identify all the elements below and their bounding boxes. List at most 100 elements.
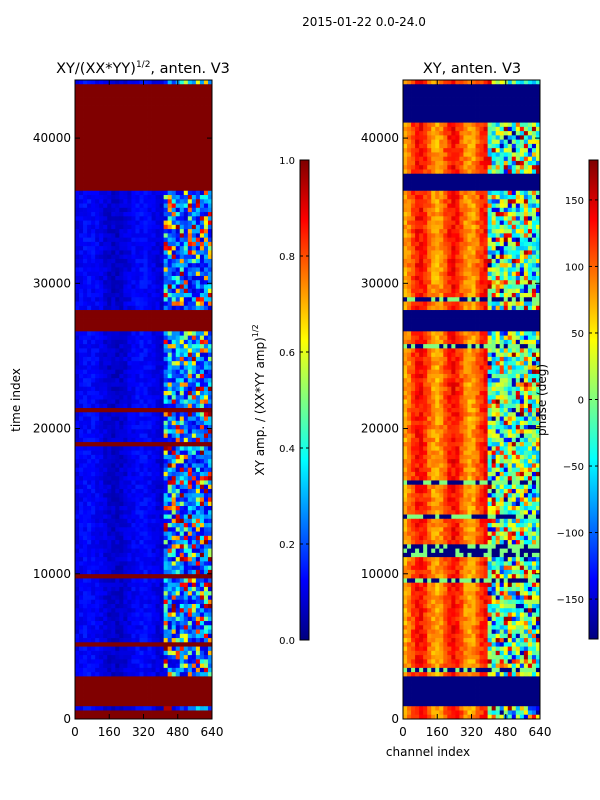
heatmap-cell: [163, 684, 169, 690]
heatmap-cell: [91, 574, 96, 579]
heatmap-cell: [207, 663, 213, 669]
heatmap-cell: [115, 169, 120, 175]
heatmap-cell: [115, 488, 120, 494]
heatmap-cell: [79, 177, 84, 183]
heatmap-cell: [175, 344, 181, 349]
heatmap-cell: [91, 437, 96, 443]
heatmap-cell: [195, 429, 201, 434]
heatmap-cell: [111, 109, 116, 115]
heatmap-cell: [207, 246, 213, 251]
heatmap-cell: [179, 224, 185, 230]
heatmap-cell: [127, 484, 132, 490]
heatmap-cell: [155, 190, 161, 196]
heatmap-cell: [107, 446, 112, 452]
heatmap-cell: [147, 246, 152, 251]
heatmap-cell: [95, 582, 100, 588]
heatmap-cell: [135, 603, 140, 609]
heatmap-cell: [91, 177, 96, 183]
heatmap-cell: [103, 557, 108, 562]
heatmap-cell: [139, 540, 144, 545]
heatmap-cell: [103, 241, 108, 247]
heatmap-cell: [199, 254, 205, 260]
heatmap-cell: [79, 450, 84, 456]
heatmap-cell: [187, 646, 193, 652]
heatmap-cell: [135, 344, 140, 349]
heatmap-cell: [131, 510, 136, 515]
heatmap-cell: [83, 574, 88, 579]
heatmap-cell: [143, 544, 148, 549]
heatmap-cell: [139, 442, 144, 447]
heatmap-cell: [175, 195, 181, 200]
heatmap-cell: [175, 582, 181, 588]
heatmap-cell: [195, 638, 201, 643]
heatmap-cell: [79, 207, 84, 213]
heatmap-cell: [115, 493, 120, 498]
heatmap-cell: [195, 207, 201, 213]
heatmap-cell: [163, 305, 169, 311]
heatmap-cell: [91, 408, 96, 413]
heatmap-cell: [99, 199, 104, 204]
heatmap-cell: [199, 101, 205, 106]
heatmap-cell: [147, 288, 152, 294]
heatmap-cell: [159, 139, 165, 145]
heatmap-cell: [179, 655, 185, 660]
heatmap-cell: [143, 118, 148, 123]
heatmap-cell: [171, 212, 177, 217]
heatmap-cell: [191, 561, 197, 567]
heatmap-cell: [159, 318, 165, 324]
heatmap-cell: [111, 629, 116, 635]
heatmap-cell: [107, 293, 112, 298]
heatmap-cell: [99, 182, 104, 187]
heatmap-cell: [95, 263, 100, 268]
heatmap-cell: [119, 165, 124, 170]
heatmap-cell: [123, 463, 128, 469]
heatmap-cell: [135, 561, 140, 567]
heatmap-cell: [79, 697, 84, 703]
heatmap-cell: [75, 429, 80, 434]
heatmap-cell: [203, 378, 209, 383]
heatmap-cell: [199, 275, 205, 281]
heatmap-cell: [151, 616, 156, 622]
heatmap-cell: [159, 425, 165, 430]
heatmap-cell: [179, 612, 185, 618]
heatmap-cell: [155, 139, 161, 145]
heatmap-cell: [203, 450, 209, 456]
heatmap-cell: [99, 258, 104, 264]
heatmap-cell: [191, 173, 197, 179]
heatmap-cell: [147, 135, 152, 141]
heatmap-cell: [143, 574, 148, 579]
heatmap-cell: [183, 288, 189, 294]
heatmap-cell: [75, 314, 80, 319]
heatmap-cell: [159, 616, 165, 622]
heatmap-cell: [131, 633, 136, 639]
heatmap-cell: [135, 310, 140, 315]
heatmap-cell: [123, 339, 128, 345]
heatmap-cell: [143, 659, 148, 665]
heatmap-cell: [111, 88, 116, 94]
heatmap-cell: [191, 523, 197, 528]
heatmap-cell: [75, 506, 80, 511]
heatmap-cell: [95, 676, 100, 682]
heatmap-cell: [91, 186, 96, 192]
heatmap-cell: [147, 229, 152, 234]
heatmap-cell: [151, 297, 156, 302]
heatmap-cell: [199, 412, 205, 417]
heatmap-cell: [183, 203, 189, 209]
heatmap-cell: [79, 684, 84, 690]
heatmap-cell: [155, 420, 161, 426]
heatmap-cell: [115, 591, 120, 596]
heatmap-cell: [91, 535, 96, 541]
heatmap-cell: [107, 310, 112, 315]
heatmap-cell: [195, 667, 201, 673]
heatmap-cell: [151, 548, 156, 554]
heatmap-cell: [179, 369, 185, 375]
heatmap-cell: [95, 177, 100, 183]
heatmap-cell: [191, 488, 197, 494]
heatmap-cell: [143, 454, 148, 460]
heatmap-cell: [203, 420, 209, 426]
heatmap-cell: [115, 621, 120, 626]
heatmap-cell: [147, 689, 152, 694]
heatmap-cell: [95, 548, 100, 554]
heatmap-cell: [159, 420, 165, 426]
heatmap-cell: [171, 663, 177, 669]
